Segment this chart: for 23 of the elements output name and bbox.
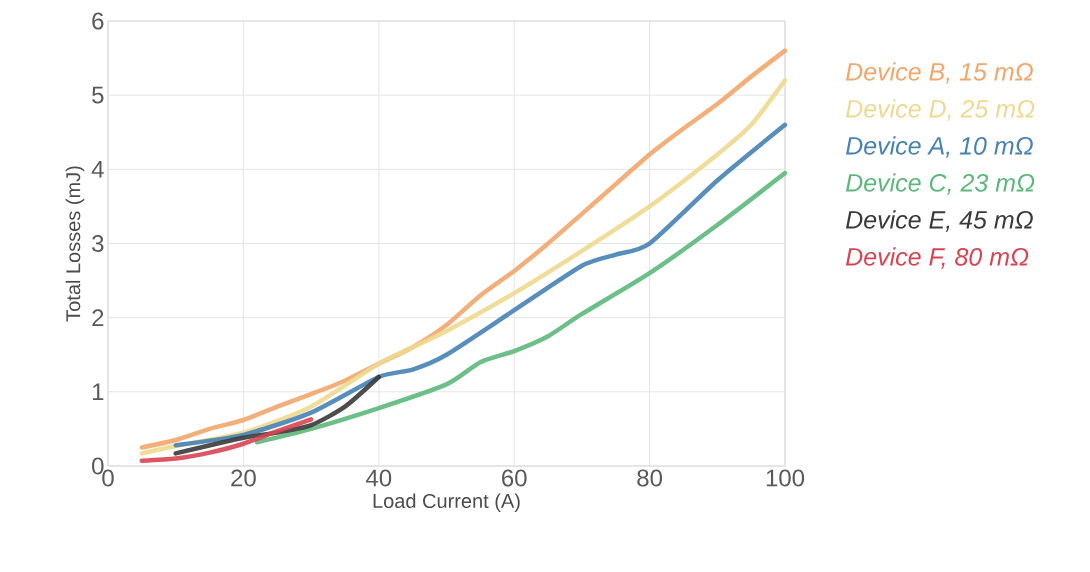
x-tick-label: 20	[231, 469, 256, 487]
line-series	[173, 122, 788, 448]
text: Device B, 15 mΩ	[845, 62, 1033, 84]
text: Device E, 45 mΩ	[845, 210, 1033, 232]
text: Device C, 23 mΩ	[845, 173, 1035, 195]
x-axis-title: Load Current (A)	[373, 493, 520, 513]
line-series	[254, 170, 788, 445]
y-tick-label: 6	[92, 12, 104, 30]
y-axis-title: Total Losses (mJ)	[65, 166, 85, 322]
y-tick-label: 4	[91, 161, 104, 178]
y-tick-label: 5	[92, 86, 104, 104]
text: Device F, 80 mΩ	[845, 247, 1029, 269]
x-tick-label: 100	[766, 469, 805, 487]
text: Device D, 25 mΩ	[845, 99, 1035, 121]
text: Device A, 10 mΩ	[845, 136, 1033, 158]
y-tick-label: 0	[92, 457, 104, 475]
y-tick-label: 3	[92, 235, 104, 252]
y-tick-label: 2	[92, 309, 104, 327]
y-tick-label: 1	[92, 383, 104, 401]
x-tick-label: 80	[637, 469, 663, 487]
line-series	[139, 417, 314, 464]
x-tick-label: 60	[502, 469, 527, 487]
x-tick-label: 40	[366, 469, 392, 487]
